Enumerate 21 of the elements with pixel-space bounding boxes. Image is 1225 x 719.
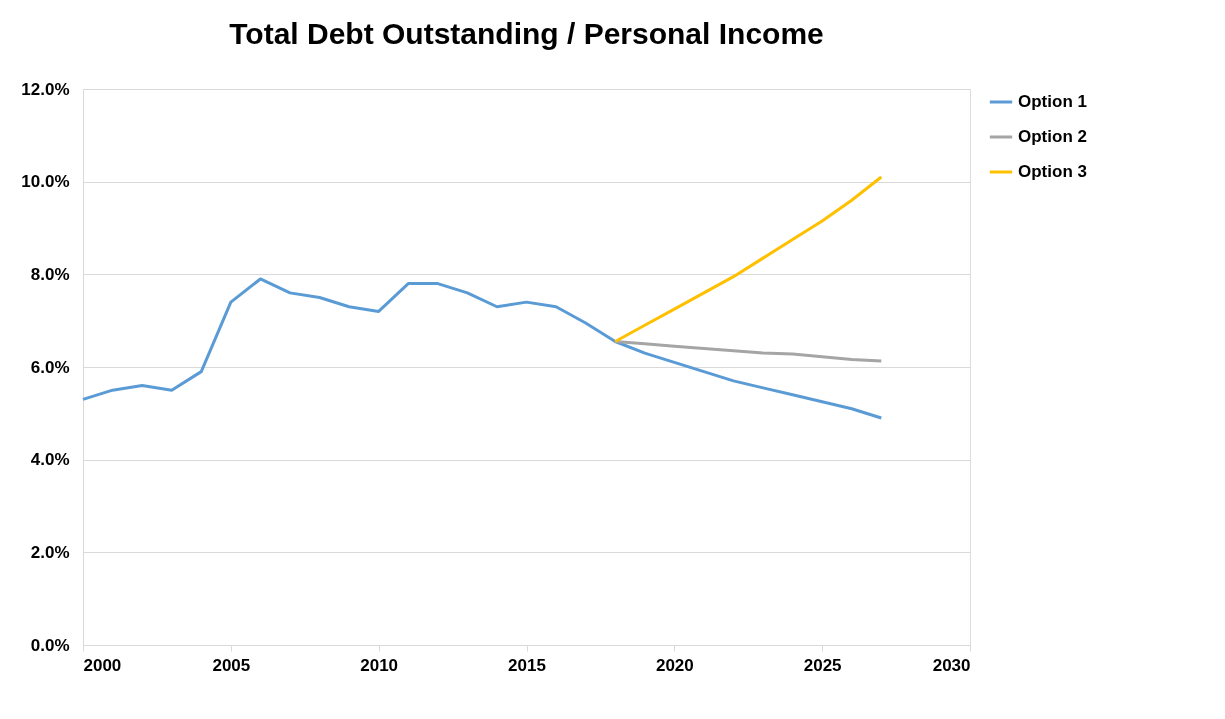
y-tick-label: 10.0% — [21, 172, 70, 192]
legend-label: Option 1 — [1018, 92, 1087, 111]
y-tick-label: 8.0% — [30, 264, 70, 284]
y-tick-label: 4.0% — [30, 450, 70, 470]
x-tick-label: 2015 — [508, 655, 546, 675]
y-tick-label: 2.0% — [30, 542, 70, 562]
line-series — [81, 277, 883, 420]
x-tick-label: 2020 — [655, 655, 694, 675]
y-tick-label: 6.0% — [30, 357, 70, 377]
line-series — [613, 175, 883, 344]
y-tick-label: 0.0% — [30, 635, 70, 655]
line-series — [613, 340, 883, 363]
chart-title: Total Debt Outstanding / Personal Income — [229, 17, 824, 50]
x-tick-label: 2010 — [360, 655, 399, 675]
x-tick-label: 2000 — [83, 655, 122, 675]
x-tick-label: 2025 — [803, 655, 842, 675]
x-tick-label: 2030 — [932, 655, 971, 675]
y-tick-label: 12.0% — [21, 79, 70, 99]
x-tick-label: 2005 — [212, 655, 251, 675]
legend-label: Option 2 — [1018, 127, 1087, 146]
legend-label: Option 3 — [1018, 162, 1087, 181]
